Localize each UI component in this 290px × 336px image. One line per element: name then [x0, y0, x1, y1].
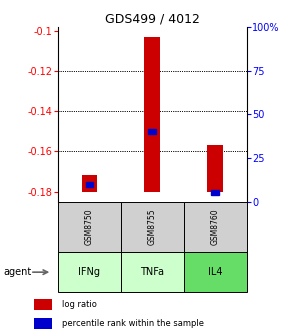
- Bar: [211, 191, 219, 195]
- Bar: [184, 252, 246, 292]
- Text: GSM8755: GSM8755: [148, 208, 157, 245]
- Bar: [34, 299, 52, 310]
- Text: percentile rank within the sample: percentile rank within the sample: [62, 319, 204, 328]
- Text: GSM8750: GSM8750: [85, 208, 94, 245]
- Bar: [86, 182, 93, 186]
- Bar: [144, 37, 160, 192]
- Text: IL4: IL4: [208, 267, 222, 277]
- Text: agent: agent: [3, 267, 31, 277]
- Bar: [121, 252, 184, 292]
- Text: IFNg: IFNg: [78, 267, 100, 277]
- Text: TNFa: TNFa: [140, 267, 164, 277]
- Title: GDS499 / 4012: GDS499 / 4012: [105, 13, 200, 26]
- Bar: [58, 202, 121, 252]
- Bar: [184, 202, 246, 252]
- Text: GSM8760: GSM8760: [211, 208, 220, 245]
- Bar: [148, 129, 156, 134]
- Bar: [207, 145, 223, 192]
- Bar: [81, 175, 97, 192]
- Bar: [58, 252, 121, 292]
- Bar: [121, 202, 184, 252]
- Text: log ratio: log ratio: [62, 300, 97, 309]
- Bar: [34, 318, 52, 329]
